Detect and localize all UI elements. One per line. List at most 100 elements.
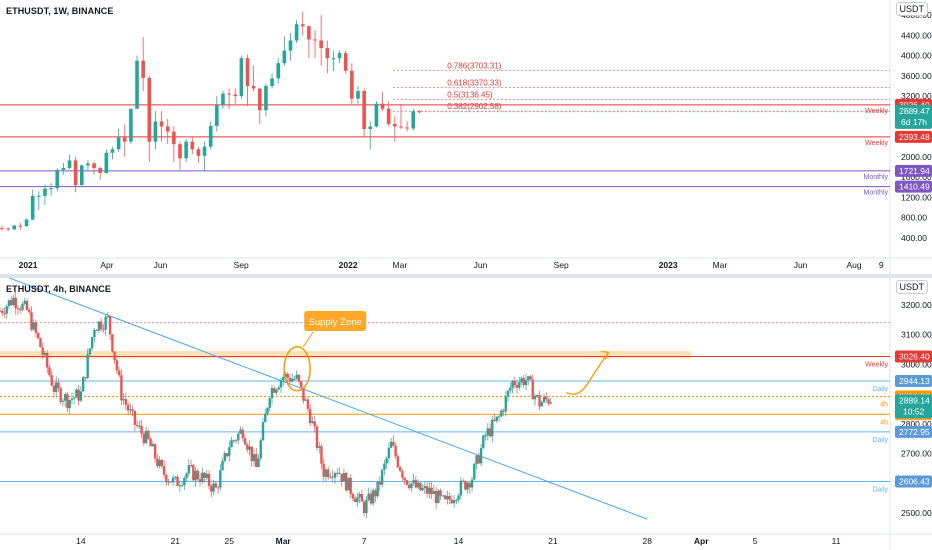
four-hour-candle-body[interactable] <box>113 351 116 361</box>
four-hour-candle-body[interactable] <box>194 470 197 481</box>
four-hour-candle-body[interactable] <box>333 473 337 478</box>
weekly-candle-body[interactable] <box>300 24 305 27</box>
four-hour-candle-body[interactable] <box>232 440 235 442</box>
four-hour-candle-body[interactable] <box>106 316 110 318</box>
four-hour-candle-body[interactable] <box>21 303 24 310</box>
weekly-chart-svg[interactable]: 400.00800.001200.001600.002000.002400.00… <box>0 0 932 274</box>
four-hour-candle-body[interactable] <box>455 499 458 501</box>
four-hour-candle-body[interactable] <box>178 485 182 487</box>
four-hour-candle-body[interactable] <box>129 409 132 411</box>
four-hour-candle-body[interactable] <box>192 465 195 481</box>
four-hour-candle-body[interactable] <box>311 421 314 424</box>
four-hour-candle-body[interactable] <box>122 399 125 401</box>
four-hour-candle-body[interactable] <box>376 481 379 497</box>
four-hour-candle-body[interactable] <box>412 479 415 484</box>
four-hour-candle-body[interactable] <box>48 367 51 376</box>
weekly-candle-body[interactable] <box>98 167 103 174</box>
four-hour-candle-body[interactable] <box>446 496 449 500</box>
four-hour-candle-body[interactable] <box>324 469 328 477</box>
four-hour-candle-body[interactable] <box>329 476 332 478</box>
four-hour-candle-body[interactable] <box>547 399 550 404</box>
weekly-candle-body[interactable] <box>368 126 373 129</box>
weekly-candle-body[interactable] <box>43 188 47 196</box>
four-hour-candle-body[interactable] <box>396 456 400 468</box>
weekly-candle-body[interactable] <box>92 163 96 168</box>
four-hour-candle-body[interactable] <box>228 447 231 457</box>
four-hour-candle-body[interactable] <box>39 338 42 348</box>
four-hour-candle-body[interactable] <box>466 482 469 490</box>
weekly-candle-body[interactable] <box>362 91 366 129</box>
weekly-candle-body[interactable] <box>172 131 176 145</box>
four-hour-candle-body[interactable] <box>102 329 105 331</box>
weekly-candle-body[interactable] <box>110 149 115 153</box>
four-hour-candle-body[interactable] <box>527 376 530 380</box>
four-hour-candle-body[interactable] <box>488 428 492 437</box>
four-hour-candle-body[interactable] <box>120 375 123 401</box>
four-hour-candle-body[interactable] <box>243 438 247 445</box>
four-hour-candle-body[interactable] <box>353 498 357 503</box>
four-hour-candle-body[interactable] <box>509 387 512 391</box>
four-hour-candle-body[interactable] <box>369 493 373 504</box>
weekly-candle-body[interactable] <box>79 165 84 186</box>
four-hour-candle-body[interactable] <box>457 495 460 500</box>
four-hour-candle-body[interactable] <box>342 472 346 482</box>
four-hour-candle-body[interactable] <box>277 387 280 390</box>
weekly-candle-body[interactable] <box>264 86 268 111</box>
four-hour-candle-body[interactable] <box>183 477 186 486</box>
four-hour-candle-body[interactable] <box>147 430 150 439</box>
weekly-candle-body[interactable] <box>190 141 195 150</box>
weekly-candle-body[interactable] <box>350 70 354 99</box>
weekly-candle-body[interactable] <box>282 50 287 64</box>
four-hour-candle-body[interactable] <box>261 422 265 441</box>
four-hour-candle-body[interactable] <box>201 472 204 483</box>
four-hour-candle-body[interactable] <box>23 300 26 304</box>
four-hour-candle-body[interactable] <box>356 497 359 503</box>
four-hour-candle-body[interactable] <box>491 419 494 437</box>
four-hour-candle-body[interactable] <box>257 458 260 468</box>
four-hour-candle-body[interactable] <box>295 374 298 379</box>
four-hour-candle-body[interactable] <box>318 446 321 448</box>
four-hour-candle-body[interactable] <box>68 400 71 409</box>
four-hour-candle-body[interactable] <box>142 433 146 444</box>
four-hour-candle-body[interactable] <box>14 297 17 309</box>
four-hour-candle-body[interactable] <box>315 426 319 448</box>
four-hour-candle-body[interactable] <box>475 455 478 465</box>
weekly-candle-body[interactable] <box>399 126 403 128</box>
four-hour-candle-body[interactable] <box>468 482 472 488</box>
weekly-candle-body[interactable] <box>331 58 336 60</box>
four-hour-candle-body[interactable] <box>108 316 112 335</box>
four-hour-candle-body[interactable] <box>495 416 498 421</box>
weekly-candle-body[interactable] <box>374 103 379 127</box>
four-hour-candle-body[interactable] <box>3 312 6 314</box>
four-hour-candle-body[interactable] <box>250 446 253 462</box>
four-hour-candle-body[interactable] <box>540 402 543 407</box>
four-hour-candle-body[interactable] <box>59 388 62 402</box>
four-hour-candle-body[interactable] <box>246 444 249 450</box>
weekly-candle-body[interactable] <box>159 121 164 127</box>
weekly-candle-body[interactable] <box>184 141 188 159</box>
four-hour-candle-body[interactable] <box>32 322 35 330</box>
four-hour-candle-body[interactable] <box>167 481 170 483</box>
four-hour-candle-body[interactable] <box>484 435 487 437</box>
four-hour-candle-body[interactable] <box>313 421 316 427</box>
four-hour-candle-body[interactable] <box>432 491 436 495</box>
four-hour-candle-body[interactable] <box>410 483 413 489</box>
four-hour-candle-body[interactable] <box>416 482 420 488</box>
four-hour-candle-body[interactable] <box>77 389 80 401</box>
weekly-candle-body[interactable] <box>141 60 145 78</box>
four-hour-candle-body[interactable] <box>398 467 402 471</box>
four-hour-candle-body[interactable] <box>378 481 382 485</box>
four-hour-candle-body[interactable] <box>500 410 503 417</box>
weekly-candle-body[interactable] <box>257 88 262 111</box>
four-hour-candle-body[interactable] <box>497 416 501 418</box>
four-hour-candle-body[interactable] <box>549 402 552 404</box>
four-hour-candle-body[interactable] <box>419 482 422 491</box>
four-hour-candle-body[interactable] <box>320 446 323 464</box>
four-hour-candle-body[interactable] <box>61 400 65 402</box>
four-hour-candle-body[interactable] <box>95 330 98 332</box>
four-hour-candle-body[interactable] <box>30 312 33 330</box>
four-hour-candle-body[interactable] <box>149 438 152 447</box>
four-hour-candle-body[interactable] <box>37 332 40 339</box>
four-hour-candle-body[interactable] <box>185 473 188 478</box>
four-hour-candle-body[interactable] <box>97 321 101 331</box>
